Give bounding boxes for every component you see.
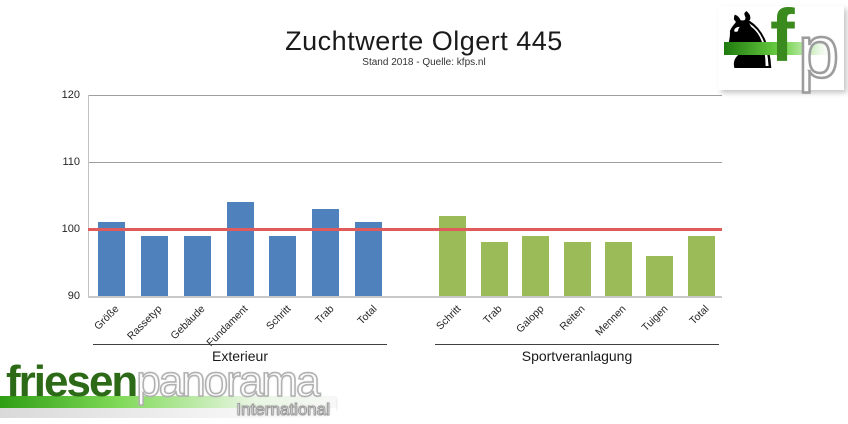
chart-subtitle: Stand 2018 - Quelle: kfps.nl bbox=[362, 57, 486, 68]
fp-logo-letter-p: p bbox=[797, 9, 841, 95]
group-separator-line bbox=[93, 344, 387, 345]
bar bbox=[140, 235, 168, 296]
bar bbox=[269, 235, 297, 296]
bar bbox=[604, 242, 632, 296]
gridline bbox=[88, 95, 722, 96]
bar bbox=[687, 235, 715, 296]
reference-line-100 bbox=[88, 228, 722, 231]
brand-gradient-band-2 bbox=[0, 408, 336, 418]
fp-logo-band bbox=[724, 42, 830, 55]
bar bbox=[563, 242, 591, 296]
group-label: Exterieur bbox=[211, 348, 269, 364]
group-separator-line bbox=[435, 344, 719, 345]
brand-wordmark: friesenpanorama bbox=[6, 356, 322, 408]
y-axis-line bbox=[88, 95, 89, 296]
friesenpanorama-logo: friesenpanorama International bbox=[0, 356, 336, 422]
bar bbox=[312, 208, 340, 296]
fp-logo: ♞ f p bbox=[714, 0, 844, 94]
bar bbox=[355, 222, 383, 296]
y-axis-tick-label: 100 bbox=[61, 223, 80, 235]
brand-subtext: International bbox=[236, 400, 331, 420]
bar bbox=[646, 255, 674, 296]
fp-logo-letter-f: f bbox=[770, 0, 795, 77]
brand-word-friesen: friesen bbox=[6, 357, 138, 406]
bar bbox=[226, 202, 254, 296]
bar bbox=[183, 235, 211, 296]
x-axis-line bbox=[88, 296, 722, 298]
bar bbox=[97, 222, 125, 296]
bar bbox=[480, 242, 508, 296]
chart-title: Zuchtwerte Olgert 445 bbox=[285, 26, 563, 56]
brand-gradient-band bbox=[0, 396, 336, 408]
y-axis-tick-label: 90 bbox=[67, 290, 80, 302]
y-axis-tick-label: 120 bbox=[61, 89, 80, 101]
gridline bbox=[88, 162, 722, 163]
group-label: Sportveranlagung bbox=[521, 348, 633, 364]
bar bbox=[522, 235, 550, 296]
y-axis-tick-label: 110 bbox=[62, 156, 80, 168]
brand-word-panorama: panorama bbox=[136, 356, 322, 407]
